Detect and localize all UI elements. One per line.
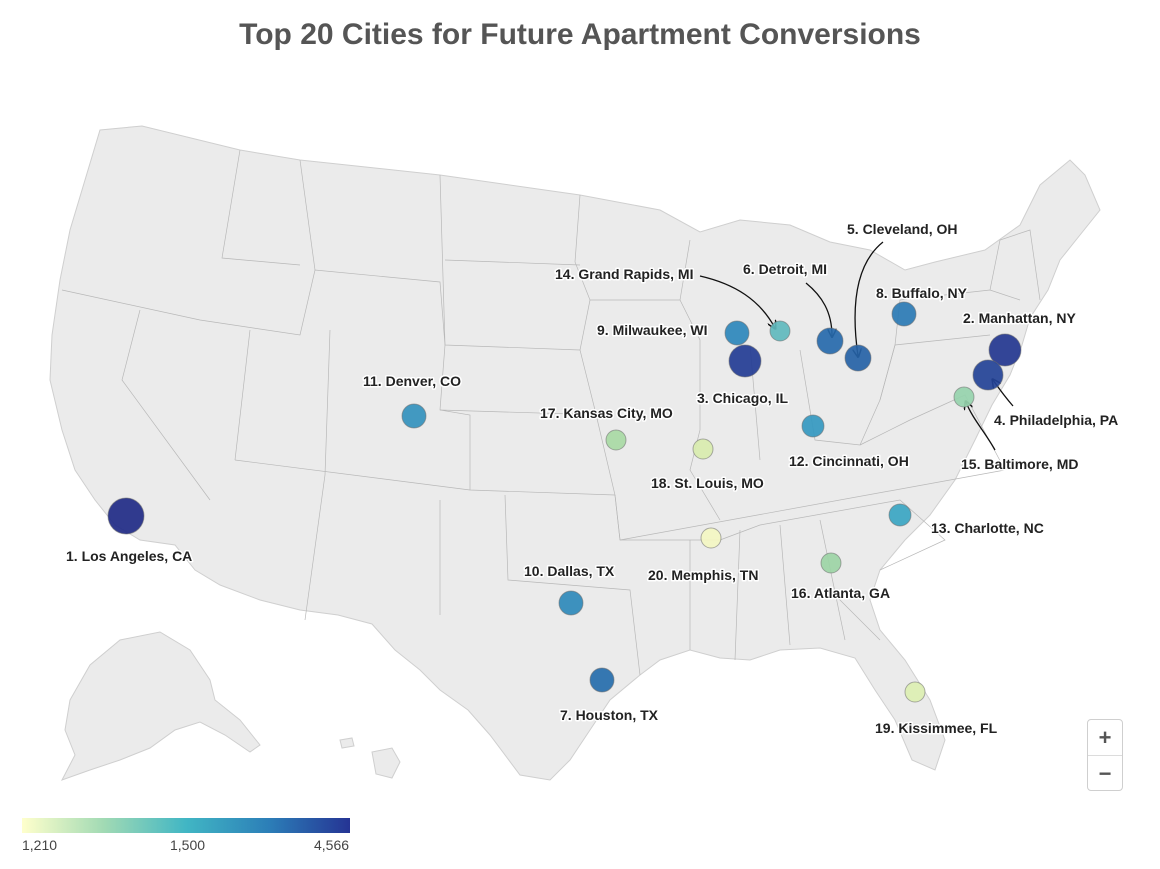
city-marker-kissimmee[interactable] [904, 681, 926, 703]
city-marker-chicago[interactable] [728, 344, 762, 378]
city-label-dallas: 10. Dallas, TX [524, 563, 615, 579]
city-marker-milwaukee[interactable] [724, 320, 750, 346]
city-label-cleveland: 5. Cleveland, OH [847, 221, 957, 237]
zoom-out-button[interactable]: − [1088, 755, 1122, 791]
city-label-denver: 11. Denver, CO [363, 373, 461, 389]
city-marker-memphis[interactable] [700, 527, 722, 549]
city-marker-cleveland[interactable] [844, 344, 872, 372]
arrow-cleveland [855, 241, 884, 356]
contiguous-us-shape [49, 125, 1101, 781]
city-label-los-angeles: 1. Los Angeles, CA [66, 548, 192, 564]
legend-mid-label: 1,500 [170, 837, 206, 853]
city-label-manhattan: 2. Manhattan, NY [963, 310, 1076, 326]
city-label-detroit: 6. Detroit, MI [743, 261, 827, 277]
city-label-cincinnati: 12. Cincinnati, OH [789, 453, 909, 469]
city-label-charlotte: 13. Charlotte, NC [931, 520, 1044, 536]
city-marker-grand-rapids[interactable] [769, 320, 791, 342]
city-marker-kansas-city[interactable] [605, 429, 627, 451]
city-marker-philadelphia[interactable] [972, 359, 1004, 391]
city-marker-atlanta[interactable] [820, 552, 842, 574]
city-labels: 1. Los Angeles, CA 2. Manhattan, NY 3. C… [65, 220, 1120, 738]
city-label-baltimore: 15. Baltimore, MD [961, 456, 1078, 472]
city-marker-dallas[interactable] [558, 590, 584, 616]
state-borders [61, 149, 1041, 676]
hawaii-shape [371, 747, 401, 779]
zoom-control: + − [1087, 719, 1123, 791]
city-label-chicago: 3. Chicago, IL [697, 390, 788, 406]
city-label-memphis: 20. Memphis, TN [648, 567, 758, 583]
color-legend: 1,210 1,500 4,566 [22, 818, 352, 855]
city-marker-denver[interactable] [401, 403, 427, 429]
legend-max-label: 4,566 [314, 837, 350, 853]
city-label-grand-rapids: 14. Grand Rapids, MI [555, 266, 693, 282]
city-marker-buffalo[interactable] [891, 301, 917, 327]
city-marker-manhattan[interactable] [988, 333, 1022, 367]
zoom-in-button[interactable]: + [1098, 724, 1112, 750]
arrow-grand-rapids [699, 275, 775, 328]
city-marker-baltimore[interactable] [953, 386, 975, 408]
city-label-st-louis: 18. St. Louis, MO [651, 475, 764, 491]
city-marker-cincinnati[interactable] [801, 414, 825, 438]
chart-title: Top 20 Cities for Future Apartment Conve… [239, 18, 921, 51]
legend-min-label: 1,210 [22, 837, 58, 853]
legend-color-bar [22, 818, 350, 833]
city-marker-houston[interactable] [589, 667, 615, 693]
legend-bar-space [22, 818, 350, 833]
hawaii-small-island [339, 737, 355, 749]
city-marker-charlotte[interactable] [888, 503, 912, 527]
city-label-buffalo: 8. Buffalo, NY [876, 285, 968, 301]
city-label-atlanta: 16. Atlanta, GA [791, 585, 890, 601]
city-label-philadelphia: 4. Philadelphia, PA [994, 412, 1118, 428]
city-label-kissimmee: 19. Kissimmee, FL [875, 720, 998, 736]
city-label-milwaukee: 9. Milwaukee, WI [597, 322, 707, 338]
city-label-houston: 7. Houston, TX [560, 707, 659, 723]
alaska-shape [60, 631, 261, 781]
city-markers[interactable] [107, 301, 1022, 703]
city-marker-st-louis[interactable] [692, 438, 714, 460]
leader-arrows [699, 241, 1014, 451]
city-marker-los-angeles[interactable] [107, 497, 145, 535]
legend-labels: 1,210 1,500 4,566 [22, 837, 352, 855]
city-marker-detroit[interactable] [816, 327, 844, 355]
city-label-kansas-city: 17. Kansas City, MO [540, 405, 673, 421]
